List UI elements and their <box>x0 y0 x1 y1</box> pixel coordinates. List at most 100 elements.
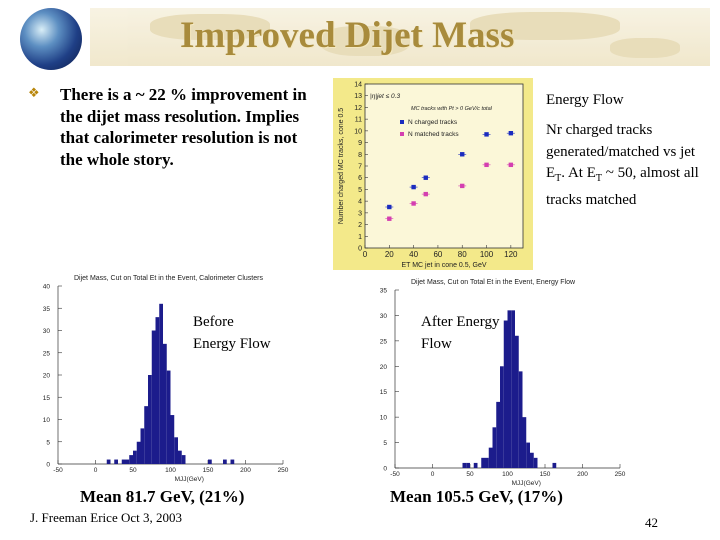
scatter-legend-marker <box>400 120 404 124</box>
hist-after-ytick-label: 0 <box>383 466 387 473</box>
hist-after-ytick-label: 5 <box>383 440 387 447</box>
hist-before-bar <box>181 455 186 464</box>
energy-flow-label: Energy Flow <box>546 92 624 108</box>
hist-before-ytick-label: 5 <box>46 439 50 446</box>
hist-before-bar <box>159 303 163 464</box>
bullet-icon: ❖ <box>28 85 40 100</box>
scatter-xtick-label: 80 <box>458 250 467 259</box>
before-energy-flow-label: Before Energy Flow <box>193 314 271 352</box>
hist-after-ytick-label: 20 <box>380 364 388 371</box>
hist-before-title: Dijet Mass, Cut on Total Et in the Event… <box>74 275 263 282</box>
scatter-ytick-label: 1 <box>358 234 362 241</box>
scatter-ytick-label: 0 <box>358 246 362 253</box>
hist-before-bar <box>178 450 182 464</box>
hist-before-bar <box>144 406 148 464</box>
scatter-xtick-label: 60 <box>433 250 442 259</box>
hist-after-xlabel: MJJ(GeV) <box>512 480 541 487</box>
hist-before-bar <box>106 459 111 464</box>
hist-after-bar <box>507 310 512 468</box>
hist-after-bar <box>522 417 527 468</box>
hist-after-bar <box>552 462 557 468</box>
hist-before-bar <box>133 450 137 464</box>
hist-before-bar <box>170 415 175 464</box>
hist-before-ytick-label: 30 <box>43 328 51 335</box>
hist-before-ytick-label: 35 <box>43 306 51 313</box>
mean-before: Mean 81.7 GeV, (21%) <box>80 487 245 506</box>
hist-before-ytick-label: 40 <box>43 284 51 291</box>
hist-after-xtick-label: 150 <box>540 471 551 478</box>
hist-after-xtick-label: 250 <box>615 471 626 478</box>
hist-before-bar <box>223 459 227 464</box>
hist-before-ytick-label: 15 <box>43 395 51 402</box>
globe-logo <box>20 8 82 70</box>
hist-before-bar <box>125 459 130 464</box>
hist-before-bar <box>230 459 235 464</box>
footer-credit: J. Freeman Erice Oct 3, 2003 <box>30 510 182 525</box>
hist-before-xtick-label: 150 <box>203 467 214 474</box>
hist-after-xtick-label: 0 <box>431 471 435 478</box>
hist-after-ytick-label: 30 <box>380 313 388 320</box>
dijet-mass-histogram-before: Dijet Mass, Cut on Total Et in the Event… <box>43 275 289 483</box>
scatter-legend-label: N matched tracks <box>408 131 459 138</box>
hist-after-xtick-label: -50 <box>390 471 400 478</box>
nr-tracks-description: Nr charged tracks generated/matched vs j… <box>546 120 716 211</box>
scatter-ytick-label: 13 <box>354 93 362 100</box>
scatter-ytick-label: 11 <box>355 117 362 124</box>
scatter-ytick-label: 9 <box>358 140 362 147</box>
scatter-legend-marker <box>400 132 404 136</box>
hist-before-xtick-label: 50 <box>129 467 137 474</box>
hist-before-xtick-label: 250 <box>278 467 289 474</box>
hist-after-title: Dijet Mass, Cut on Total Et in the Event… <box>411 279 576 286</box>
hist-before-bar <box>114 459 118 464</box>
page-number: 42 <box>645 515 658 530</box>
hist-after-bar <box>518 371 523 468</box>
scatter-xtick-label: 20 <box>385 250 394 259</box>
hist-after-bar <box>515 335 519 468</box>
hist-after-bar <box>492 427 497 468</box>
scatter-ytick-label: 4 <box>358 199 362 206</box>
scatter-ytick-label: 7 <box>358 164 362 171</box>
hist-after-bar <box>511 310 515 468</box>
hist-before-xlabel: MJJ(GeV) <box>175 476 204 483</box>
scatter-ytick-label: 5 <box>358 187 362 194</box>
hist-before-bar <box>155 317 160 464</box>
hist-before-ytick-label: 20 <box>43 373 51 380</box>
hist-after-bar <box>500 366 504 468</box>
hist-before-bar <box>163 343 167 464</box>
scatter-xtick-label: 120 <box>504 250 518 259</box>
hist-after-bar <box>533 457 538 468</box>
scatter-note-eta: |η|jet ≤ 0.3 <box>370 93 400 100</box>
scatter-xtick-label: 0 <box>363 250 368 259</box>
hist-before-bar <box>121 459 126 464</box>
after-energy-flow-label: After Energy Flow <box>421 314 500 352</box>
hist-before-xtick-label: 100 <box>165 467 176 474</box>
dijet-mass-histogram-after: Dijet Mass, Cut on Total Et in the Event… <box>380 279 626 487</box>
hist-after-ytick-label: 35 <box>380 288 388 295</box>
subscript-t-1: T <box>555 173 562 184</box>
hist-before-ytick-label: 10 <box>43 417 51 424</box>
scatter-xtick-label: 40 <box>409 250 418 259</box>
hist-after-bar <box>503 320 508 468</box>
scatter-ytick-label: 14 <box>354 82 362 89</box>
slide-title: Improved Dijet Mass <box>180 15 515 56</box>
hist-before-bar <box>148 375 152 464</box>
hist-before-bar <box>129 455 133 464</box>
hist-before-xtick-label: 0 <box>94 467 98 474</box>
hist-after-xtick-label: 50 <box>466 471 474 478</box>
scatter-xlabel: ET MC jet in cone 0.5, GeV <box>401 262 486 269</box>
scatter-ytick-label: 8 <box>358 152 362 159</box>
hist-before-bar <box>151 330 156 464</box>
hist-after-bar <box>466 462 470 468</box>
hist-before-ytick-label: 0 <box>46 462 50 469</box>
hist-after-bar <box>462 462 467 468</box>
nr-tracks-text-b: . At E <box>561 165 596 181</box>
bullet-text: There is a ~ 22 % improvement in the dij… <box>60 85 307 169</box>
scatter-xtick-label: 100 <box>480 250 494 259</box>
hist-after-bar <box>473 462 478 468</box>
subscript-t-2: T <box>595 173 602 184</box>
hist-before-bar <box>208 459 212 464</box>
hist-before-bar <box>174 437 178 464</box>
hist-after-xtick-label: 100 <box>502 471 513 478</box>
hist-after-ytick-label: 10 <box>380 415 388 422</box>
scatter-note-tracks: MC tracks with Pt > 0 GeV/c total <box>411 106 493 112</box>
